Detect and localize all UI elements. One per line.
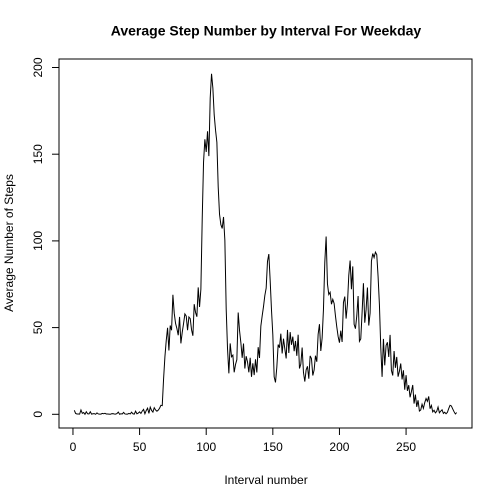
y-tick-label: 200 [31, 57, 45, 77]
data-line [73, 73, 458, 416]
y-tick-label: 150 [31, 144, 45, 164]
x-tick-label: 100 [196, 440, 216, 454]
x-tick-label: 50 [133, 440, 147, 454]
x-tick-label: 250 [396, 440, 416, 454]
y-tick-label: 100 [31, 231, 45, 251]
x-axis-label: Interval number [224, 473, 307, 487]
x-tick-label: 200 [329, 440, 349, 454]
x-tick-label: 0 [70, 440, 77, 454]
y-axis-label: Average Number of Steps [2, 174, 16, 312]
chart-title: Average Step Number by Interval For Week… [111, 23, 422, 39]
y-tick-label: 0 [31, 411, 45, 418]
y-tick-label: 50 [31, 321, 45, 335]
x-tick-label: 150 [263, 440, 283, 454]
